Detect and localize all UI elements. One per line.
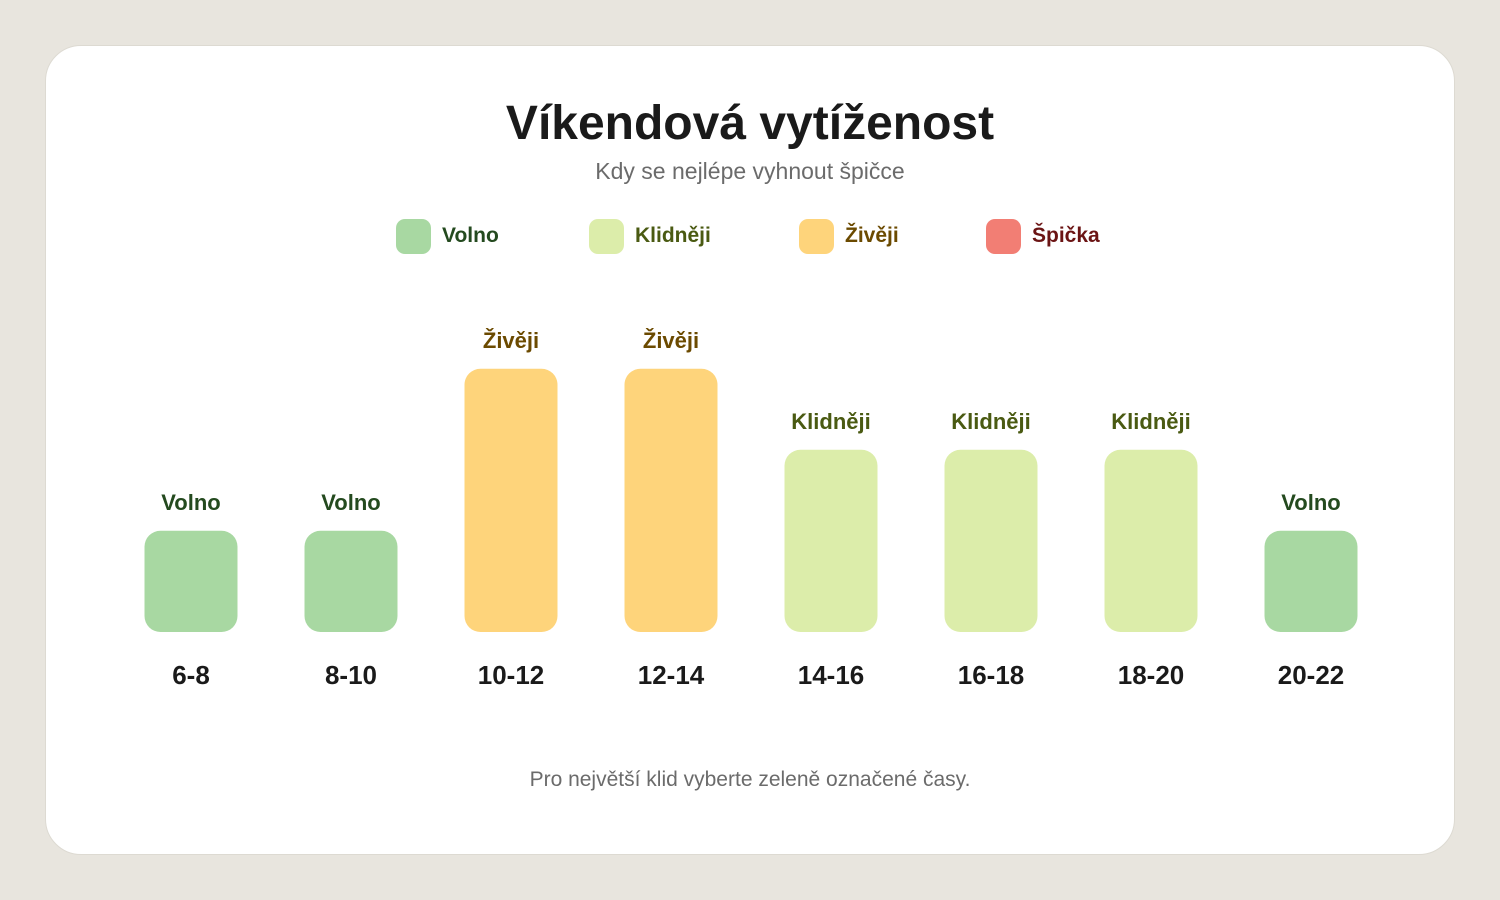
bar-value-label: Klidněji bbox=[1111, 409, 1190, 434]
bar-value-label: Živěji bbox=[483, 328, 539, 353]
x-tick-label: 16-18 bbox=[958, 660, 1025, 690]
legend-label-klidneji: Klidněji bbox=[635, 224, 711, 247]
bar-value-label: Klidněji bbox=[951, 409, 1030, 434]
chart-subtitle: Kdy se nejlépe vyhnout špičce bbox=[595, 158, 905, 184]
legend-label-volno: Volno bbox=[442, 224, 499, 247]
x-tick-label: 14-16 bbox=[798, 660, 865, 690]
legend-item-klidneji: Klidněji bbox=[589, 218, 711, 254]
legend-swatch-volno bbox=[396, 218, 431, 254]
bar-6-8 bbox=[144, 530, 238, 632]
chart-title: Víkendová vytíženost bbox=[505, 97, 995, 150]
legend-label-spicka: Špička bbox=[1032, 224, 1100, 247]
bar-value-label: Volno bbox=[161, 490, 220, 515]
bar-20-22 bbox=[1264, 530, 1358, 632]
bar-value-label: Klidněji bbox=[791, 409, 870, 434]
x-tick-label: 20-22 bbox=[1278, 660, 1345, 690]
legend-item-ziveji: Živěji bbox=[799, 218, 899, 254]
x-tick-label: 8-10 bbox=[325, 660, 377, 690]
bar-10-12 bbox=[464, 368, 558, 632]
bar-16-18 bbox=[944, 449, 1038, 632]
bar-value-label: Volno bbox=[1281, 490, 1340, 515]
legend-item-spicka: Špička bbox=[986, 218, 1100, 254]
x-tick-label: 10-12 bbox=[478, 660, 545, 690]
x-tick-label: 6-8 bbox=[172, 660, 210, 690]
bar-12-14 bbox=[624, 368, 718, 632]
legend-item-volno: Volno bbox=[396, 218, 499, 254]
bar-chart: Volno 6-8 Volno 8-10 Živěji 10-12 Živěji 12-14 K… bbox=[144, 328, 1358, 690]
legend-swatch-spicka bbox=[986, 218, 1021, 254]
bar-value-label: Volno bbox=[321, 490, 380, 515]
bar-value-label: Živěji bbox=[643, 328, 699, 353]
bar-8-10 bbox=[304, 530, 398, 632]
legend-swatch-ziveji bbox=[799, 218, 834, 254]
bar-18-20 bbox=[1104, 449, 1198, 632]
bar-14-16 bbox=[784, 449, 878, 632]
x-tick-label: 12-14 bbox=[638, 660, 705, 690]
x-tick-label: 18-20 bbox=[1118, 660, 1185, 690]
chart-card: Víkendová vytíženost Kdy se nejlépe vyhn… bbox=[45, 45, 1455, 855]
legend-swatch-klidneji bbox=[589, 218, 624, 254]
footnote: Pro největší klid vyberte zeleně označen… bbox=[529, 768, 971, 791]
legend-label-ziveji: Živěji bbox=[845, 224, 899, 247]
